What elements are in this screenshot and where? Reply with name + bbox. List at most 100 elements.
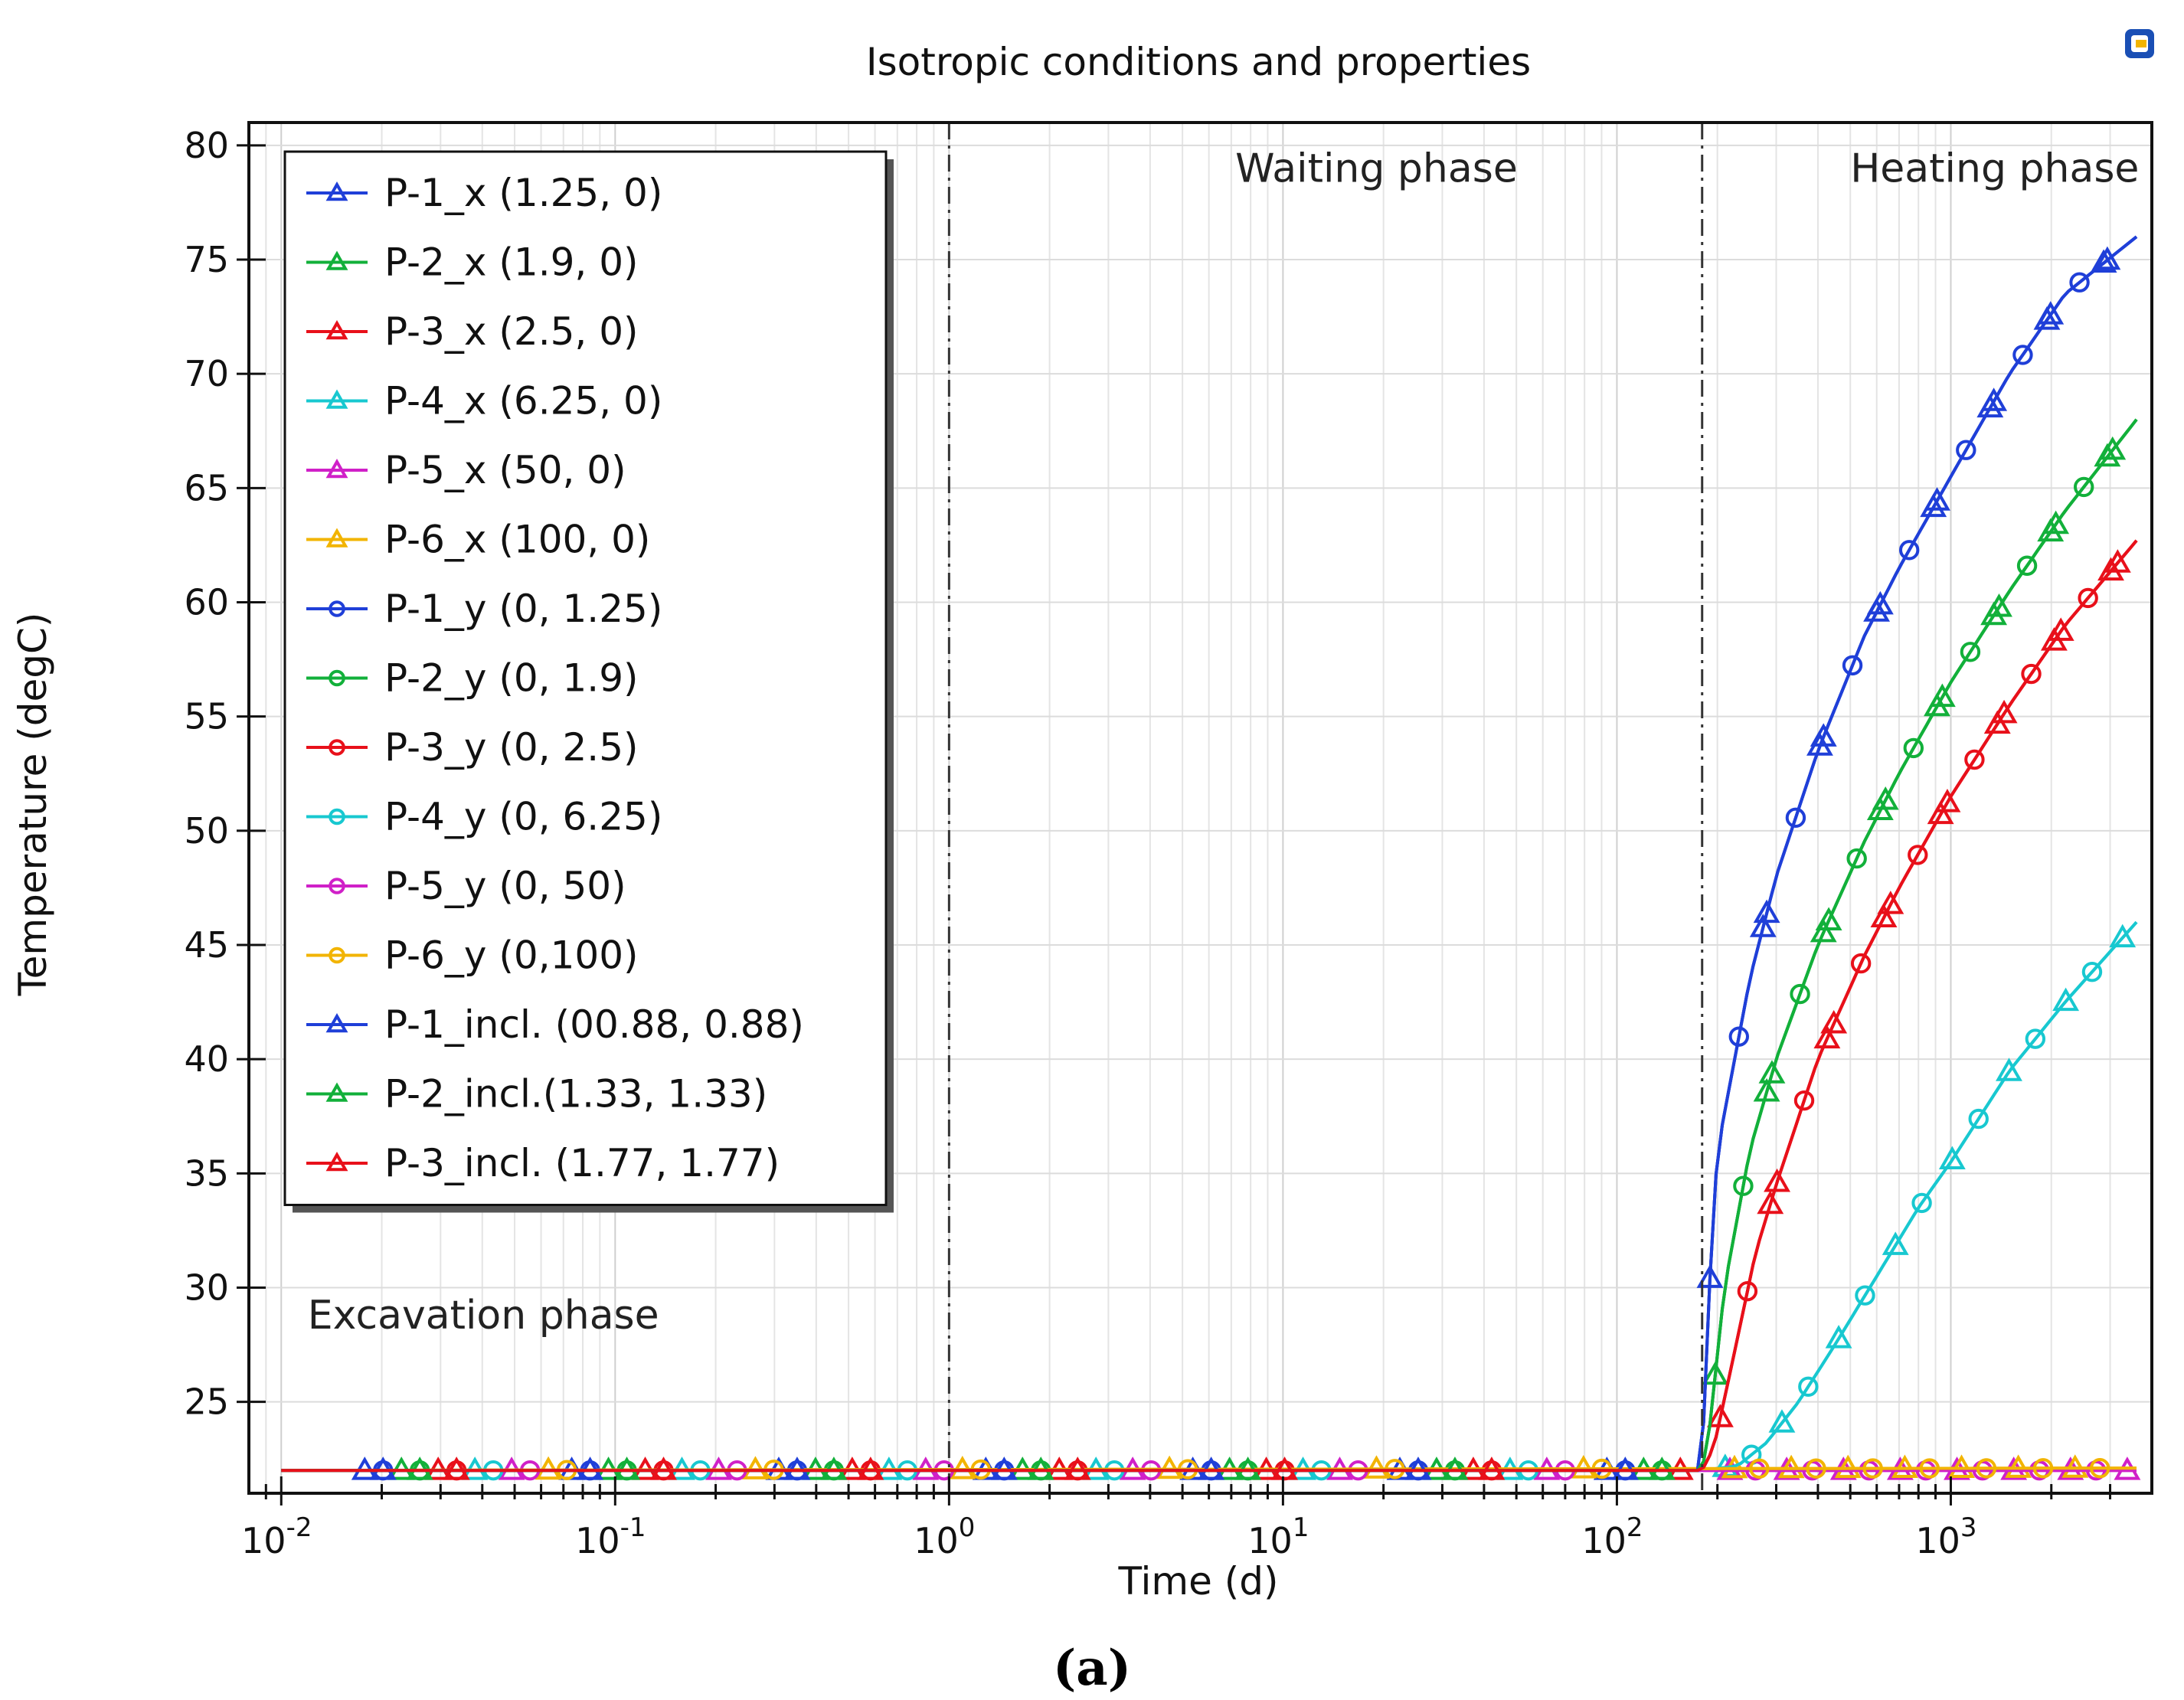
data-point-triangle (1877, 891, 1904, 914)
data-point-circle (2012, 345, 2033, 365)
export-icon[interactable] (2125, 29, 2154, 58)
data-point-circle (1798, 1376, 1819, 1398)
legend-item: P-1_x (1.25, 0) (306, 171, 662, 215)
legend-item: P-1_incl. (00.88, 0.88) (306, 1002, 804, 1047)
y-axis-title: Temperature (degC) (11, 613, 55, 997)
legend-label: P-4_y (0, 6.25) (384, 795, 662, 839)
data-point-circle (1976, 1458, 1997, 1479)
data-point-triangle (1753, 1077, 1780, 1102)
legend-label: P-1_y (0, 1.25) (384, 587, 662, 631)
y-tick-label: 25 (184, 1381, 229, 1423)
data-point-triangle (2033, 306, 2061, 330)
data-point-circle (329, 808, 345, 825)
data-point-triangle (1064, 1456, 1091, 1480)
data-point-circle (2025, 1028, 2046, 1049)
data-point-triangle (1764, 1168, 1791, 1192)
data-point-triangle (1996, 1058, 2022, 1081)
legend-label: P-1_incl. (00.88, 0.88) (384, 1002, 804, 1047)
x-tick-exponent: -1 (620, 1512, 646, 1543)
data-point-circle (329, 878, 345, 894)
y-tick-label: 45 (184, 924, 229, 966)
legend-label: P-2_incl.(1.33, 1.33) (384, 1072, 767, 1116)
data-point-circle (1728, 1026, 1750, 1047)
data-point-triangle (1813, 1025, 1841, 1049)
legend-item: P-5_x (50, 0) (306, 448, 626, 492)
legend-label: P-1_x (1.25, 0) (384, 171, 662, 215)
y-tick-label: 35 (184, 1152, 229, 1194)
data-point-triangle (1820, 1009, 1848, 1034)
data-point-circle (1737, 1280, 1758, 1302)
data-point-triangle (1768, 1409, 1796, 1433)
data-point-triangle (1271, 1456, 1299, 1480)
data-point-triangle (325, 1012, 348, 1033)
data-point-triangle (325, 319, 348, 340)
data-point-circle (1793, 1090, 1815, 1111)
legend-item: P-3_incl. (1.77, 1.77) (306, 1141, 780, 1185)
phase-label: Waiting phase (1235, 146, 1518, 192)
data-point-triangle (325, 528, 348, 548)
data-point-circle (1968, 1108, 1989, 1130)
data-point-circle (1898, 540, 1920, 561)
legend-label: P-3_y (0, 2.5) (384, 725, 639, 770)
data-point-circle (1855, 1285, 1875, 1306)
legend-box (283, 150, 888, 1206)
data-point-triangle (1806, 732, 1833, 756)
y-tick-label: 60 (184, 582, 229, 623)
data-point-circle (329, 946, 345, 964)
data-point-triangle (857, 1456, 884, 1480)
data-point-triangle (1920, 493, 1947, 518)
data-point-circle (1806, 1458, 1826, 1479)
legend-item: P-4_y (0, 6.25) (306, 795, 662, 839)
phase-label: Heating phase (1850, 146, 2139, 192)
data-point-triangle (1478, 1456, 1506, 1480)
x-tick-exponent: 0 (959, 1512, 976, 1543)
y-tick-label: 80 (184, 125, 229, 166)
data-point-triangle (2097, 557, 2124, 581)
legend-label: P-3_incl. (1.77, 1.77) (384, 1141, 780, 1185)
data-point-triangle (1870, 904, 1898, 927)
x-tick-exponent: 3 (1960, 1512, 1977, 1543)
data-point-triangle (2037, 518, 2065, 542)
data-point-circle (2073, 476, 2094, 498)
data-point-triangle (1927, 800, 1954, 825)
legend-item: P-4_x (6.25, 0) (306, 379, 662, 423)
data-point-triangle (1938, 1146, 1966, 1170)
legend-item: P-2_x (1.9, 0) (306, 240, 639, 285)
legend-label: P-5_x (50, 0) (384, 448, 626, 492)
phase-annotations: Excavation phase Waiting phase Heating pha… (308, 123, 2139, 1493)
legend-item: P-3_y (0, 2.5) (306, 725, 639, 770)
data-point-circle (2021, 663, 2042, 685)
legend-item: P-1_y (0, 1.25) (306, 587, 662, 631)
data-point-circle (1850, 953, 1872, 974)
data-point-circle (2016, 555, 2038, 576)
phase-label: Excavation phase (308, 1293, 659, 1339)
data-point-triangle (1983, 710, 2011, 734)
data-point-circle (1964, 749, 1985, 770)
data-point-triangle (325, 1082, 348, 1102)
data-point-triangle (1866, 796, 1894, 820)
y-tick-label: 65 (184, 467, 229, 508)
data-point-circle (329, 739, 345, 756)
y-tick-label: 70 (184, 353, 229, 394)
data-point-triangle (1924, 692, 1950, 717)
data-point-circle (329, 669, 345, 687)
data-point-circle (329, 600, 345, 617)
legend-label: P-3_x (2.5, 0) (384, 309, 639, 354)
data-point-triangle (325, 250, 348, 270)
data-point-circle (2069, 272, 2090, 293)
legend-item: P-2_y (0, 1.9) (306, 656, 639, 701)
data-point-triangle (2109, 924, 2137, 948)
data-point-circle (1846, 848, 1867, 869)
data-point-triangle (1749, 914, 1777, 937)
y-tick-label: 40 (184, 1038, 229, 1080)
data-point-circle (2032, 1458, 2054, 1479)
legend-item: P-3_x (2.5, 0) (306, 309, 639, 354)
data-point-triangle (1757, 1190, 1784, 1215)
data-point-triangle (1810, 918, 1837, 943)
data-point-triangle (1934, 789, 1961, 812)
data-point-triangle (2052, 987, 2080, 1012)
data-point-circle (2081, 961, 2103, 982)
y-tick-label: 30 (184, 1267, 229, 1309)
data-point-triangle (1980, 601, 2008, 626)
x-axis-title: Time (d) (1117, 1559, 1278, 1604)
